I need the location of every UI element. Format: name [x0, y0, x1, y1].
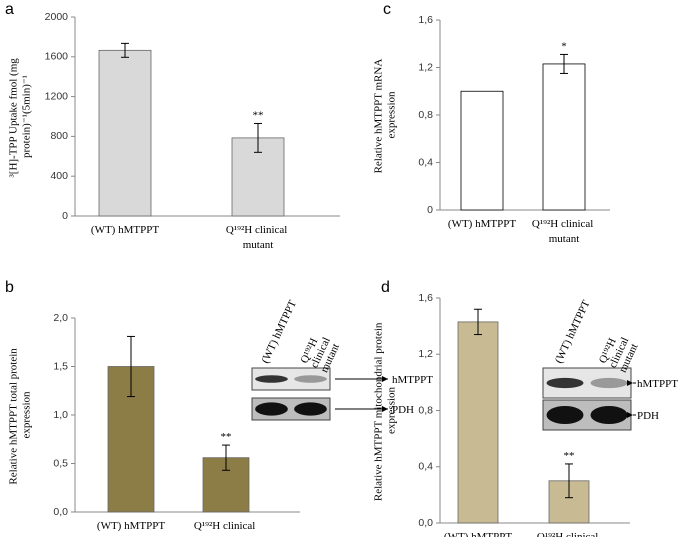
band-label: hMTPPT: [392, 374, 433, 386]
x-tick-label: Q¹⁹²H clinical mutant: [194, 520, 258, 537]
y-tick-label: 2000: [45, 11, 69, 23]
y-tick-label: 0,0: [418, 517, 433, 529]
blot-band: [590, 406, 628, 424]
significance-marker: **: [253, 109, 264, 121]
y-tick-label: 0,8: [418, 404, 433, 416]
y-axis-label: Relative hMTPPT mitochondrial protein ex…: [373, 320, 398, 501]
error-bar: [121, 42, 129, 58]
y-tick-label: 0,4: [418, 461, 433, 473]
y-tick-label: 0: [427, 204, 433, 216]
significance-marker: **: [221, 431, 232, 443]
lane-label: (WT) hMTPPT: [553, 298, 593, 365]
y-tick-label: 400: [50, 170, 68, 182]
y-axis-label: Relative hMTPPT mRNA expression: [373, 57, 398, 174]
error-bar: [474, 308, 482, 336]
lane-label: (WT) hMTPPT: [259, 298, 299, 365]
y-tick-label: 0,5: [53, 457, 68, 469]
significance-marker: *: [561, 40, 567, 52]
y-tick-label: 0: [62, 210, 68, 222]
blot-band: [255, 402, 288, 416]
bar: [542, 63, 586, 211]
blot-band: [590, 377, 628, 389]
x-tick-label: Q¹⁹²H clinical mutant: [226, 224, 290, 251]
y-tick-label: 1,2: [418, 61, 433, 73]
blot-band: [294, 402, 327, 416]
y-tick-label: 1,5: [53, 360, 68, 372]
y-tick-label: 0,4: [418, 156, 433, 168]
band-label: hMTPPT: [637, 378, 678, 390]
bar: [457, 321, 499, 524]
blot-arrowhead: [627, 412, 633, 418]
x-tick-label: Q¹⁹²H clinical mutant: [532, 218, 596, 245]
blot-band: [255, 375, 288, 383]
band-label: PDH: [392, 404, 414, 416]
bar: [98, 49, 152, 217]
x-tick-label: Q¹⁹²H clinical mutant: [537, 531, 601, 537]
band-label: PDH: [637, 410, 659, 422]
y-tick-label: 2,0: [53, 312, 68, 324]
bar: [460, 90, 504, 211]
y-tick-label: 1600: [45, 51, 69, 63]
y-tick-label: 1,2: [418, 348, 433, 360]
error-bar: [127, 335, 135, 398]
y-axis-label: ³[H]-TPP Uptake fmol (mg protein)⁻¹(5min…: [8, 55, 33, 177]
blot-arrowhead: [382, 376, 388, 382]
x-tick-label: (WT) hMTPPT: [91, 224, 159, 236]
panel-letter: d: [381, 279, 390, 296]
error-bar: [222, 444, 230, 471]
x-tick-label: (WT) hMTPPT: [444, 531, 512, 537]
blot-band: [294, 375, 327, 383]
significance-marker: **: [564, 450, 575, 462]
error-bar: [560, 53, 568, 74]
panel-letter: b: [5, 279, 14, 296]
y-axis-label: Relative hMTPPT total protein expression: [8, 345, 33, 484]
error-bar: [565, 463, 573, 499]
y-tick-label: 0,0: [53, 506, 68, 518]
panel-letter: a: [5, 1, 14, 18]
y-tick-label: 1,6: [418, 14, 433, 26]
x-tick-label: (WT) hMTPPT: [448, 218, 516, 230]
panel-letter: c: [383, 1, 391, 18]
y-tick-label: 1,0: [53, 409, 68, 421]
blot-arrowhead: [382, 406, 388, 412]
y-tick-label: 1,6: [418, 292, 433, 304]
y-tick-label: 1200: [45, 90, 69, 102]
blot-band: [546, 406, 584, 424]
x-tick-label: (WT) hMTPPT: [97, 520, 165, 532]
y-tick-label: 0,8: [418, 109, 433, 121]
blot-panel: [251, 367, 331, 391]
blot-band: [546, 377, 584, 389]
error-bar: [254, 122, 262, 153]
blot-arrowhead: [627, 380, 633, 386]
y-tick-label: 800: [50, 130, 68, 142]
